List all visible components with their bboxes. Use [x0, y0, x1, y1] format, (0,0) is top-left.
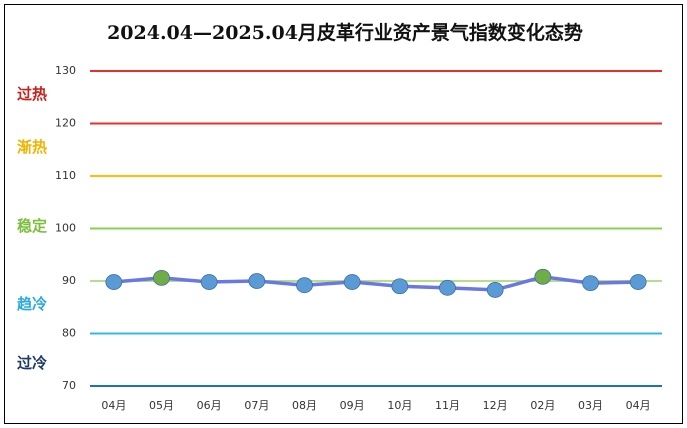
x-tick-label: 08月 — [292, 399, 317, 412]
data-point — [105, 274, 123, 290]
x-tick-label: 09月 — [340, 399, 365, 412]
x-tick-label: 04月 — [626, 399, 651, 412]
y-tick-label: 100 — [55, 222, 76, 235]
zone-label: 稳定 — [17, 217, 47, 235]
data-point — [248, 273, 266, 289]
zone-label: 过冷 — [17, 354, 47, 372]
y-tick-label: 110 — [55, 169, 76, 182]
x-tick-label: 12月 — [483, 399, 508, 412]
data-point — [439, 279, 456, 296]
data-point — [296, 277, 313, 294]
y-tick-label: 70 — [62, 379, 76, 392]
x-tick-label: 11月 — [435, 399, 460, 412]
y-tick-label: 130 — [55, 64, 76, 77]
data-point — [534, 268, 552, 285]
chart-title: 2024.04—2025.04月皮革行业资产景气指数变化态势 — [107, 21, 583, 44]
data-point — [582, 275, 599, 292]
y-tick-label: 120 — [55, 117, 76, 130]
frame — [4, 4, 683, 424]
zone-label: 渐热 — [17, 138, 47, 156]
y-tick-label: 80 — [62, 327, 76, 340]
x-tick-label: 02月 — [530, 399, 555, 412]
x-tick-label: 10月 — [387, 399, 412, 412]
data-point — [200, 274, 218, 290]
data-point — [343, 274, 361, 290]
x-tick-label: 07月 — [244, 399, 269, 412]
zone-label: 趋冷 — [17, 295, 47, 313]
data-point — [153, 269, 170, 286]
zone-label: 过热 — [17, 85, 47, 103]
data-point — [391, 278, 409, 295]
x-tick-label: 04月 — [101, 399, 126, 412]
data-point — [486, 282, 504, 298]
data-point — [629, 274, 647, 290]
x-tick-label: 05月 — [149, 399, 174, 412]
x-tick-label: 06月 — [197, 399, 222, 412]
x-tick-label: 03月 — [578, 399, 603, 412]
y-tick-label: 90 — [62, 274, 76, 287]
